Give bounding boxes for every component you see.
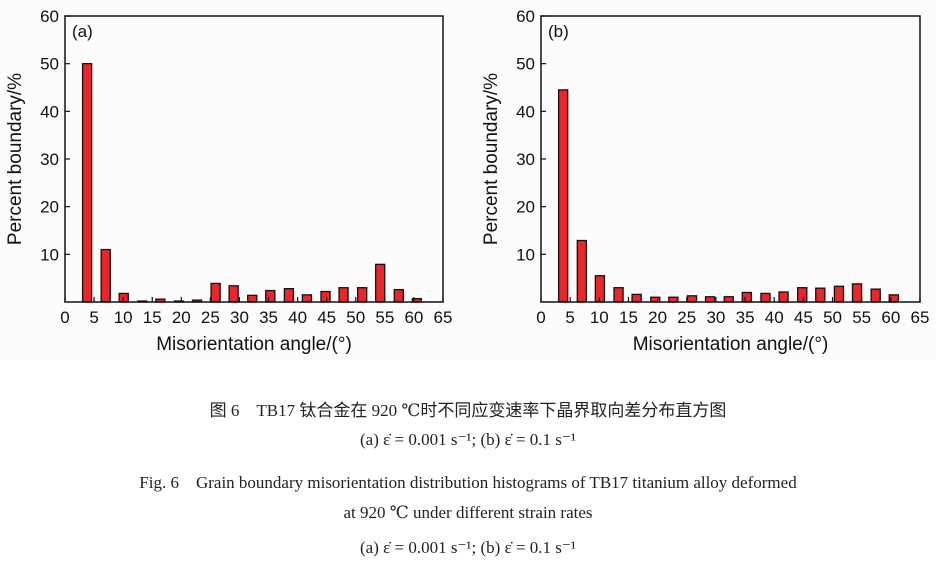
- x-tick-label: 25: [201, 308, 220, 327]
- bar: [686, 295, 698, 303]
- x-tick-label: 60: [881, 308, 900, 327]
- caption-cn-sub: (a) ε̇ = 0.001 s⁻¹; (b) ε̇ = 0.1 s⁻¹: [360, 430, 576, 449]
- bar: [815, 287, 826, 303]
- bar: [301, 294, 313, 303]
- y-tick-label: 10: [40, 245, 59, 264]
- x-tick-label: 15: [143, 308, 162, 327]
- x-tick-label: 10: [590, 308, 609, 327]
- bar: [393, 288, 404, 303]
- x-tick-label: 25: [677, 308, 696, 327]
- x-tick-label: 35: [259, 308, 278, 327]
- y-tick-label: 20: [40, 198, 59, 217]
- bar: [851, 283, 863, 303]
- y-tick-label: 30: [40, 150, 59, 169]
- bar: [613, 287, 624, 303]
- bar: [356, 287, 368, 303]
- caption-en-sub: (a) ε̇ = 0.001 s⁻¹; (b) ε̇ = 0.1 s⁻¹: [360, 538, 576, 557]
- y-tick-label: 20: [516, 198, 535, 217]
- x-tick-label: 20: [648, 308, 667, 327]
- x-tick-label: 30: [706, 308, 725, 327]
- x-tick-label: 55: [852, 308, 871, 327]
- x-tick-label: 5: [89, 308, 98, 327]
- x-axis-label: Misorientation angle/(°): [156, 334, 352, 355]
- x-tick-label: 50: [346, 308, 365, 327]
- caption-cn-title: 图 6 TB17 钛合金在 920 ℃时不同应变速率下晶界取向差分布直方图: [209, 401, 727, 420]
- x-tick-label: 30: [230, 308, 249, 327]
- x-tick-label: 0: [536, 308, 545, 327]
- y-tick-label: 40: [40, 102, 59, 121]
- caption-en-title-1: Fig. 6 Grain boundary misorientation dis…: [139, 473, 797, 492]
- x-tick-label: 55: [375, 308, 394, 327]
- panel-label: (a): [72, 22, 93, 41]
- figure: 0 5 10 15 20 25 30 35 40 45 50 55 60 65 10 20 30 40 50 60 (a…: [5, 7, 930, 355]
- y-axis-label: Percent boundary/%: [5, 73, 26, 245]
- x-tick-label: 45: [317, 308, 336, 327]
- y-tick-label: 30: [516, 150, 535, 169]
- x-tick-label: 10: [114, 308, 133, 327]
- y-tick-label: 40: [516, 102, 535, 121]
- bar: [247, 294, 258, 303]
- axes-frame: [540, 15, 921, 303]
- bar: [741, 291, 753, 303]
- x-tick-label: 15: [619, 308, 638, 327]
- x-tick-label: 65: [434, 308, 453, 327]
- x-tick-label: 35: [736, 308, 755, 327]
- x-tick-label: 40: [288, 308, 307, 327]
- y-tick-label: 60: [516, 7, 535, 26]
- bar: [81, 63, 93, 303]
- bar: [228, 285, 239, 303]
- bar: [375, 263, 386, 303]
- x-tick-label: 0: [60, 308, 69, 327]
- panel-label: (b): [548, 22, 569, 41]
- bar: [338, 287, 349, 303]
- x-tick-label: 20: [172, 308, 191, 327]
- chart-panel-b: 0 5 10 15 20 25 30 35 40 45 50 55 60 65 10 20 30 40 50 60 (b…: [481, 7, 929, 355]
- x-tick-label: 65: [911, 308, 930, 327]
- bar: [704, 296, 716, 303]
- bar: [760, 292, 771, 303]
- x-tick-label: 40: [765, 308, 784, 327]
- y-tick-label: 50: [516, 55, 535, 74]
- y-tick-label: 50: [40, 55, 59, 74]
- y-tick-label: 10: [516, 245, 535, 264]
- caption-en-title-2: at 920 ℃ under different strain rates: [343, 503, 593, 522]
- bar: [631, 293, 642, 303]
- bar: [320, 290, 331, 303]
- histogram-panels: 0 5 10 15 20 25 30 35 40 45 50 55 60 65102030405060(a…: [5, 7, 929, 355]
- x-axis-label: Misorientation angle/(°): [633, 334, 829, 355]
- bar: [833, 285, 845, 303]
- y-axis-label: Percent boundary/%: [481, 73, 502, 245]
- bar: [870, 288, 881, 303]
- x-tick-label: 45: [794, 308, 813, 327]
- bar: [283, 288, 295, 303]
- bar: [576, 239, 588, 303]
- chart-panel-a: 0 5 10 15 20 25 30 35 40 45 50 55 60 65 10 20 30 40 50 60 (a…: [5, 7, 452, 355]
- bar: [557, 89, 569, 303]
- x-tick-label: 50: [823, 308, 842, 327]
- y-tick-label: 60: [40, 7, 59, 26]
- x-tick-label: 5: [565, 308, 574, 327]
- bar: [723, 296, 734, 303]
- bar: [265, 289, 276, 303]
- axes-frame: [64, 15, 444, 303]
- bar: [797, 287, 808, 303]
- bar: [100, 248, 111, 303]
- bar: [778, 291, 789, 303]
- bar: [210, 282, 221, 303]
- x-tick-label: 60: [404, 308, 423, 327]
